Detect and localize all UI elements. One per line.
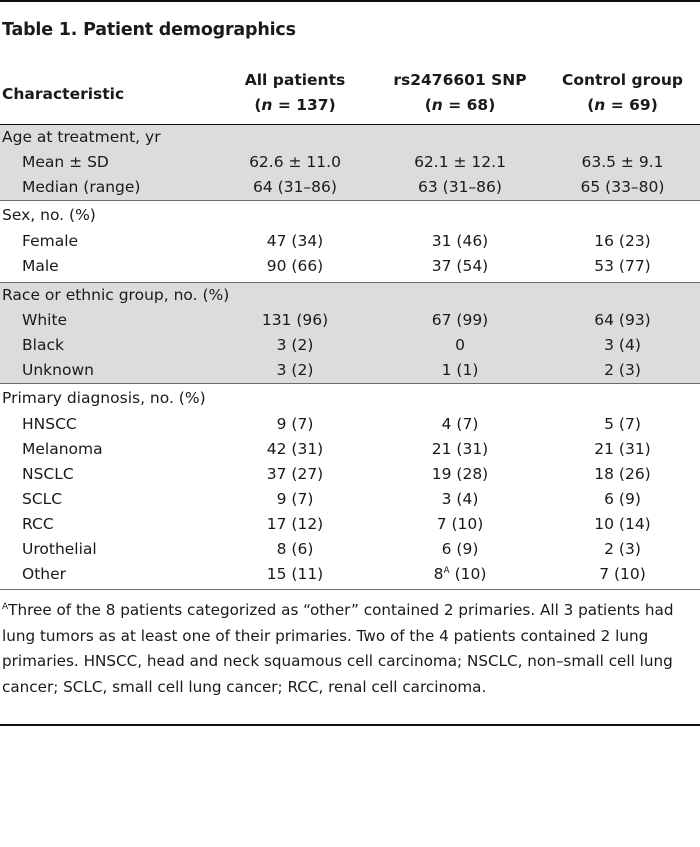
other-snp-cell: 8A (10): [433, 565, 487, 583]
shaded-band-race: [0, 283, 700, 383]
footnote-text: Three of the 8 patients categorized as “…: [2, 601, 674, 696]
header-control-name: Control group: [562, 71, 683, 89]
group-heading-age: Age at treatment, yr: [2, 128, 161, 146]
table-row: Male 90 (66) 37 (54) 53 (77): [22, 257, 651, 275]
table-header: Characteristic All patients (n = 137) rs…: [0, 68, 700, 124]
group-heading-race: Race or ethnic group, no. (%): [2, 286, 230, 304]
table-row: Melanoma 42 (31) 21 (31) 21 (31): [22, 440, 651, 458]
header-snp-n: (n = 68): [424, 96, 496, 114]
top-rule: [0, 0, 700, 2]
footnote-marker: A: [2, 602, 9, 612]
table-footnote: AThree of the 8 patients categorized as …: [2, 598, 698, 700]
table-row: Unknown 3 (2) 1 (1) 2 (3): [22, 361, 641, 379]
group-rule: [0, 200, 700, 201]
table-row: Other 15 (11) 8A (10) 7 (10): [0, 562, 700, 587]
table-row: Median (range) 64 (31–86) 63 (31–86) 65 …: [22, 178, 665, 196]
header-characteristic: Characteristic: [2, 85, 125, 103]
header-all-patients-name: All patients: [244, 71, 346, 89]
table-row: Urothelial 8 (6) 6 (9) 2 (3): [22, 540, 641, 558]
shaded-band-age: [0, 125, 700, 200]
footnote-marker: A: [443, 566, 450, 576]
table-row: Female 47 (34) 31 (46) 16 (23): [22, 232, 651, 250]
group-rule: [0, 383, 700, 384]
table-row: NSCLC 37 (27) 19 (28) 18 (26): [22, 465, 651, 483]
group-heading-sex: Sex, no. (%): [2, 206, 96, 224]
bottom-rule: [0, 724, 700, 726]
table-row: SCLC 9 (7) 3 (4) 6 (9): [22, 490, 641, 508]
header-snp-name: rs2476601 SNP: [393, 71, 527, 89]
table-row: RCC 17 (12) 7 (10) 10 (14): [22, 515, 651, 533]
table-title: Table 1. Patient demographics: [2, 20, 296, 40]
group-rule: [0, 589, 700, 590]
header-control-n: (n = 69): [587, 96, 658, 114]
table-row: Mean ± SD 62.6 ± 11.0 62.1 ± 12.1 63.5 ±…: [22, 153, 664, 171]
header-snp: rs2476601 SNP (n = 68): [375, 68, 545, 118]
header-all-patients-n: (n = 137): [254, 96, 336, 114]
group-rule: [0, 282, 700, 283]
header-all-patients: All patients (n = 137): [210, 68, 380, 118]
table-row: White 131 (96) 67 (99) 64 (93): [22, 311, 651, 329]
table-row: Black 3 (2) 0 3 (4): [22, 336, 641, 354]
header-control: Control group (n = 69): [545, 68, 700, 118]
group-heading-diagnosis: Primary diagnosis, no. (%): [2, 389, 206, 407]
table-row: HNSCC 9 (7) 4 (7) 5 (7): [22, 415, 641, 433]
header-rule: [0, 124, 700, 125]
